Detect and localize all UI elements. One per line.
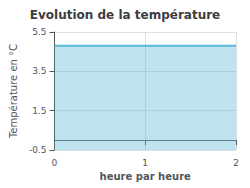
svg-text:-0.5: -0.5 bbox=[29, 145, 47, 155]
svg-text:Température en °C: Température en °C bbox=[8, 44, 19, 139]
svg-text:heure par heure: heure par heure bbox=[100, 171, 191, 182]
svg-text:0: 0 bbox=[52, 158, 58, 168]
svg-text:3.5: 3.5 bbox=[32, 66, 46, 76]
svg-text:1: 1 bbox=[142, 158, 148, 168]
svg-text:5.5: 5.5 bbox=[32, 27, 46, 37]
svg-text:2: 2 bbox=[233, 158, 239, 168]
svg-text:1.5: 1.5 bbox=[32, 106, 46, 116]
svg-text:Evolution de la température: Evolution de la température bbox=[30, 8, 221, 22]
